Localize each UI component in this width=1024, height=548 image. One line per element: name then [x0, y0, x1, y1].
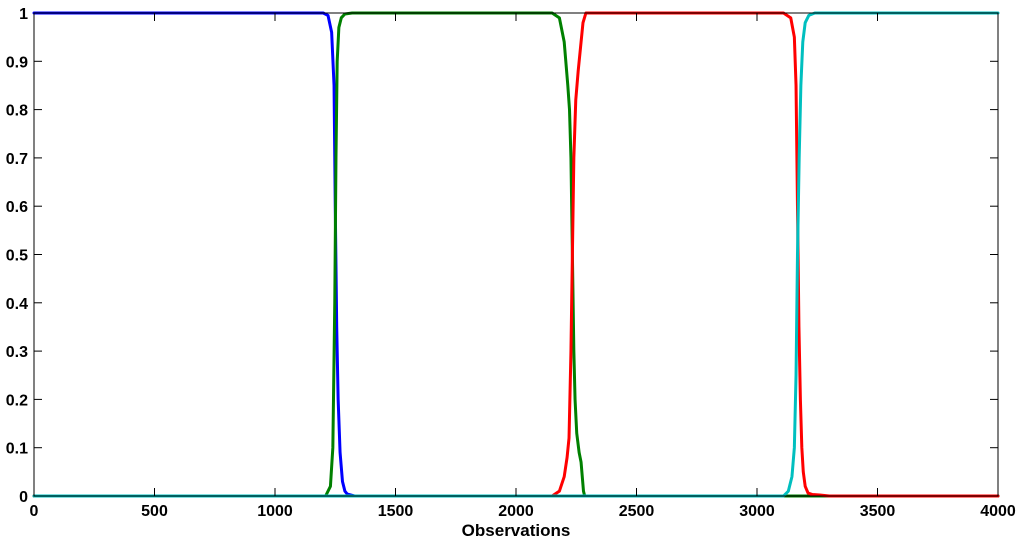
series-line-1 — [32, 11, 1000, 498]
y-tick-label: 0 — [19, 489, 28, 506]
x-tick-label: 2500 — [619, 503, 655, 520]
tick-layer: 0 500 1000 1500 2000 2500 3000 3500 4000 0 0.1 0.2 0… — [6, 6, 1016, 520]
y-tick-label: 0.1 — [6, 441, 28, 458]
x-axis-label: Observations — [462, 521, 571, 540]
y-tick-label: 0.6 — [6, 199, 28, 216]
series-line-4 — [32, 11, 1000, 498]
x-tick-label: 1000 — [257, 503, 293, 520]
y-tick-label: 0.4 — [6, 296, 28, 313]
y-tick-label: 1 — [19, 6, 28, 23]
y-tick-label: 0.9 — [6, 54, 28, 71]
y-tick-label: 0.3 — [6, 344, 28, 361]
series-line-2 — [32, 11, 1000, 498]
x-tick-label: 3000 — [739, 503, 775, 520]
x-tick-label: 0 — [30, 503, 39, 520]
y-tick-label: 0.5 — [6, 248, 28, 265]
series-layer — [32, 11, 1000, 498]
x-tick-label: 2000 — [498, 503, 534, 520]
y-tick-label: 0.2 — [6, 392, 28, 409]
y-tick-label: 0.7 — [6, 151, 28, 168]
plot-frame — [33, 12, 999, 497]
x-tick-label: 4000 — [980, 503, 1016, 520]
y-tick-label: 0.8 — [6, 103, 28, 120]
x-tick-label: 1500 — [378, 503, 414, 520]
x-tick-label: 3500 — [860, 503, 896, 520]
series-line-3 — [32, 11, 1000, 498]
x-tick-label: 500 — [141, 503, 168, 520]
